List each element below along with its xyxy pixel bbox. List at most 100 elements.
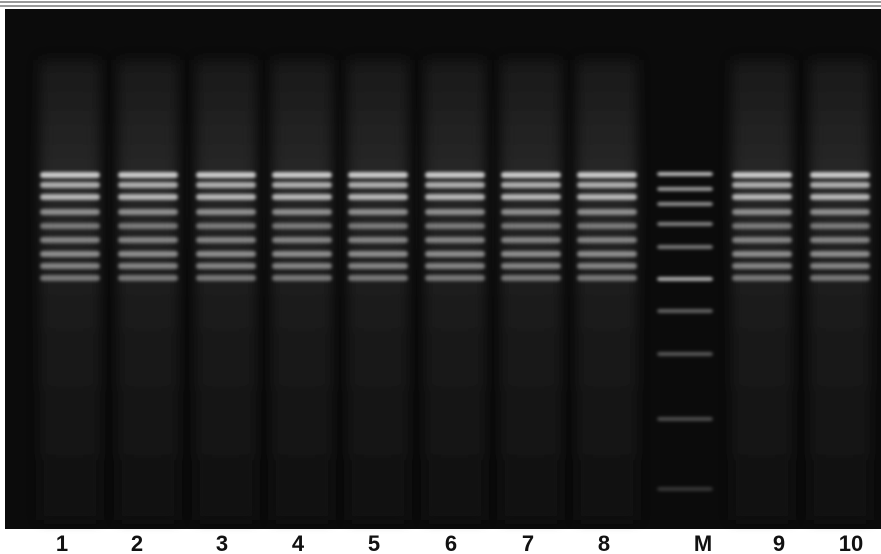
band: [272, 237, 332, 243]
lane-smear: [577, 60, 637, 520]
band: [810, 275, 870, 281]
band: [118, 263, 178, 269]
band: [810, 209, 870, 215]
lane-label: 8: [598, 531, 610, 554]
lane-smear: [348, 60, 408, 520]
band: [196, 237, 256, 243]
band: [501, 209, 561, 215]
band: [40, 251, 100, 257]
band: [657, 202, 713, 206]
band: [425, 209, 485, 215]
band: [577, 251, 637, 257]
band: [501, 223, 561, 229]
lane-label: 4: [292, 531, 305, 554]
band: [348, 237, 408, 243]
band: [501, 251, 561, 257]
band: [577, 263, 637, 269]
band: [577, 275, 637, 281]
band: [657, 352, 713, 356]
lane-smear: [732, 60, 792, 520]
band: [40, 209, 100, 215]
band: [810, 223, 870, 229]
band: [272, 172, 332, 178]
lane-label: 2: [131, 531, 143, 554]
band: [577, 237, 637, 243]
band: [348, 194, 408, 200]
band: [425, 194, 485, 200]
band: [810, 263, 870, 269]
band: [657, 277, 713, 281]
lane-label: 3: [216, 531, 228, 554]
band: [348, 275, 408, 281]
band: [40, 194, 100, 200]
lane-smear: [118, 60, 178, 520]
band: [732, 223, 792, 229]
band: [810, 251, 870, 257]
band: [657, 245, 713, 249]
band: [272, 194, 332, 200]
band: [196, 209, 256, 215]
lane-smear: [810, 60, 870, 520]
band: [348, 182, 408, 188]
band: [196, 194, 256, 200]
band: [272, 263, 332, 269]
band: [348, 172, 408, 178]
lane-smear: [196, 60, 256, 520]
band: [348, 209, 408, 215]
band: [501, 182, 561, 188]
lane-label: 6: [445, 531, 457, 554]
band: [501, 237, 561, 243]
band: [657, 309, 713, 313]
band: [272, 251, 332, 257]
lane-smear: [40, 60, 100, 520]
band: [196, 251, 256, 257]
band: [118, 223, 178, 229]
band: [501, 263, 561, 269]
band: [732, 263, 792, 269]
band: [40, 182, 100, 188]
lane-label: 7: [522, 531, 534, 554]
lane-smear: [272, 60, 332, 520]
band: [577, 172, 637, 178]
band: [118, 182, 178, 188]
band: [118, 237, 178, 243]
band: [732, 209, 792, 215]
band: [348, 251, 408, 257]
lane-smear: [425, 60, 485, 520]
band: [118, 172, 178, 178]
band: [577, 182, 637, 188]
band: [425, 182, 485, 188]
band: [40, 237, 100, 243]
band: [118, 209, 178, 215]
band: [40, 263, 100, 269]
band: [732, 182, 792, 188]
band: [425, 275, 485, 281]
band: [40, 223, 100, 229]
band: [118, 251, 178, 257]
band: [272, 209, 332, 215]
band: [425, 172, 485, 178]
band: [196, 275, 256, 281]
band: [657, 172, 713, 176]
band: [810, 194, 870, 200]
lane-label: M: [694, 531, 712, 554]
band: [732, 275, 792, 281]
lanes: [40, 60, 870, 520]
band: [501, 194, 561, 200]
band: [657, 487, 713, 491]
lane-label: 5: [368, 531, 380, 554]
lane-labels: 1 2 3 4 5 6 7 8 M 9 10: [56, 531, 863, 554]
band: [810, 172, 870, 178]
band: [272, 223, 332, 229]
band: [196, 182, 256, 188]
band: [118, 275, 178, 281]
band: [657, 417, 713, 421]
band: [577, 223, 637, 229]
band: [348, 263, 408, 269]
lane-label: 10: [839, 531, 863, 554]
band: [425, 263, 485, 269]
lane-label: 1: [56, 531, 68, 554]
band: [425, 251, 485, 257]
band: [732, 251, 792, 257]
